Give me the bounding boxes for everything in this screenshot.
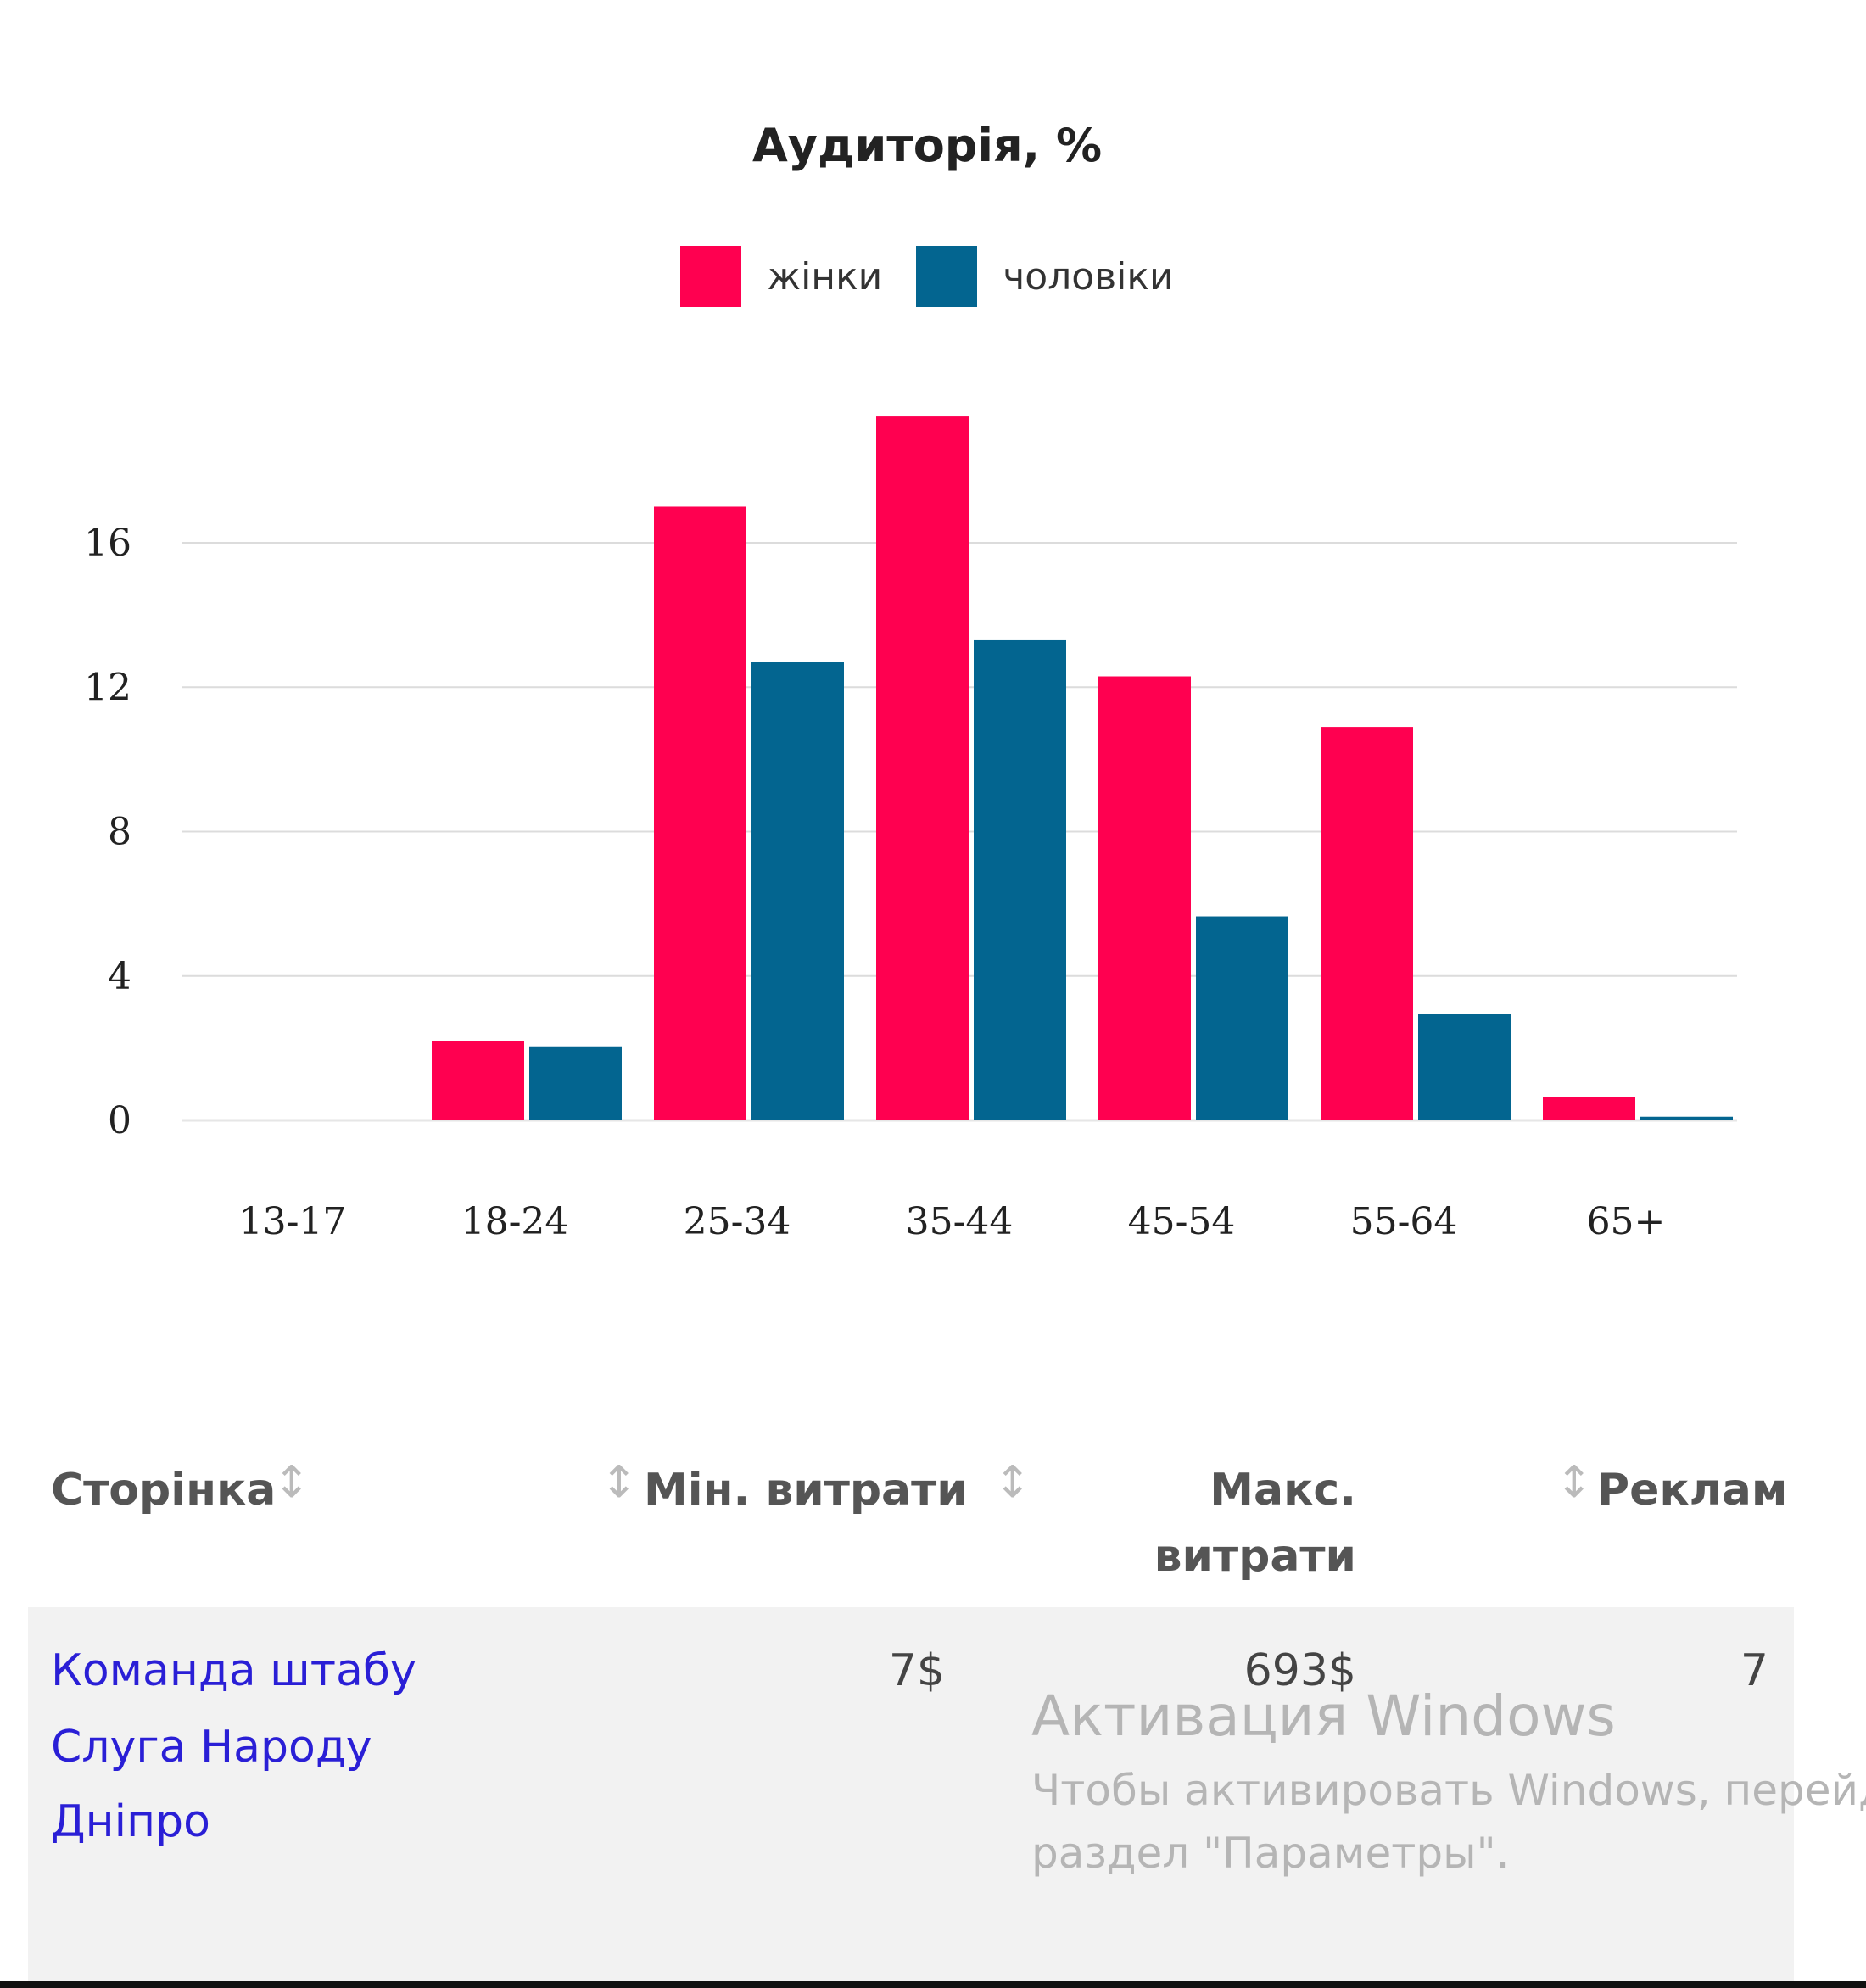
bar-women: [1543, 1097, 1635, 1120]
chart-title: Аудиторія, %: [751, 119, 1103, 172]
legend-item-women[interactable]: жінки: [680, 246, 882, 307]
bar-men: [1640, 1116, 1733, 1120]
sort-min-spend-icon[interactable]: ↕: [601, 1457, 638, 1508]
sort-page-icon[interactable]: ↕: [273, 1457, 310, 1508]
page-link-line2[interactable]: Слуга Народу: [51, 1722, 372, 1773]
ads-value: 7: [1740, 1645, 1768, 1696]
bar-chart: 0 4 8 12 16 13-17 18-24 25-34 35-44 45-54 55-64 65+: [84, 416, 1737, 1243]
bar-men: [1418, 1014, 1511, 1120]
header-min-spend[interactable]: Мін. витрати: [644, 1465, 968, 1516]
chart-legend: жінки чоловіки: [0, 246, 1854, 307]
y-tick-label: 4: [108, 955, 131, 998]
x-tick-label: 25-34: [684, 1200, 791, 1243]
y-tick-label: 8: [108, 811, 131, 854]
bar-women: [1098, 676, 1191, 1120]
header-max-spend-line2: витрати: [1154, 1531, 1356, 1582]
bar-men: [751, 662, 844, 1120]
x-tick-label: 13-17: [239, 1200, 347, 1243]
x-tick-label: 35-44: [906, 1200, 1014, 1243]
x-tick-label: 45-54: [1128, 1200, 1236, 1243]
windows-activation-line2: раздел "Параметры".: [1031, 1829, 1510, 1878]
x-tick-label: 18-24: [461, 1200, 569, 1243]
x-tick-label: 55-64: [1350, 1200, 1458, 1243]
page-link-line1[interactable]: Команда штабу: [51, 1645, 416, 1696]
y-tick-label: 16: [84, 522, 131, 565]
bar-women: [432, 1041, 524, 1120]
windows-activation-title: Активация Windows: [1031, 1684, 1616, 1749]
legend-label-men: чоловіки: [1003, 254, 1174, 299]
windows-activation-line1: Чтобы активировать Windows, перейд: [1031, 1766, 1866, 1815]
min-spend-value: 7$: [888, 1645, 945, 1696]
bar-women: [876, 416, 969, 1121]
header-ads[interactable]: Реклам: [1597, 1465, 1788, 1516]
header-page-label: Сторінка: [51, 1465, 277, 1516]
bar-men: [529, 1046, 622, 1120]
bar-women: [1321, 727, 1413, 1120]
taskbar-edge: [0, 1981, 1866, 1988]
bar-men: [974, 639, 1066, 1120]
bar-men: [1196, 916, 1288, 1120]
sort-ads-icon[interactable]: ↕: [1556, 1457, 1593, 1508]
header-max-spend[interactable]: Макс. витрати: [1154, 1457, 1356, 1589]
table-row: [28, 1607, 1794, 1988]
legend-label-women: жінки: [767, 254, 883, 299]
x-tick-label: 65+: [1587, 1200, 1666, 1243]
sort-max-spend-icon[interactable]: ↕: [994, 1457, 1031, 1508]
header-page[interactable]: Сторінка: [51, 1457, 276, 1523]
y-tick-label: 0: [108, 1099, 131, 1142]
y-tick-label: 12: [84, 666, 131, 709]
legend-swatch-women: [680, 246, 742, 307]
page-link-line3[interactable]: Дніпро: [51, 1796, 210, 1847]
max-spend-value: 693$: [1243, 1645, 1356, 1696]
legend-swatch-men: [916, 246, 978, 307]
legend-item-men[interactable]: чоловіки: [916, 246, 1174, 307]
header-max-spend-line1: Макс.: [1210, 1465, 1356, 1516]
bar-women: [654, 506, 746, 1120]
